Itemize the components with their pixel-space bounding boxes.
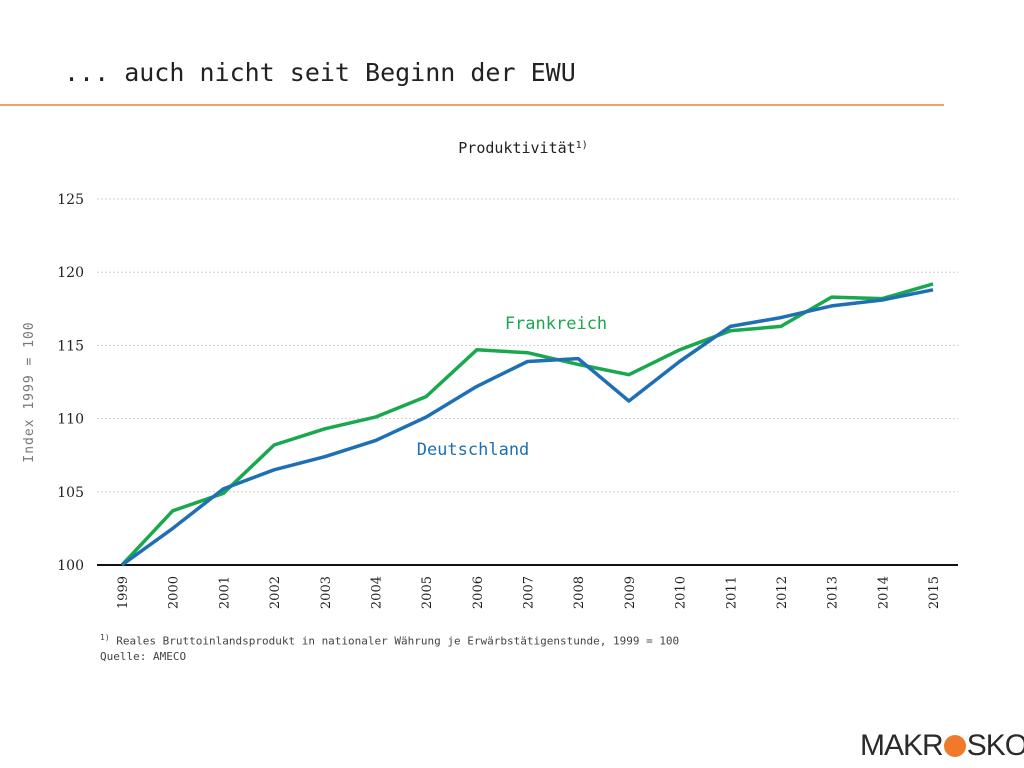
series-line-frankreich [120,282,934,567]
y-tick-labels: 100 105 110 115 120 125 [57,192,84,574]
x-tick-label: 2004 [369,576,384,609]
footnote-definition: 1) Reales Bruttoinlandsprodukt in nation… [100,630,679,649]
y-tick-label: 115 [57,338,84,354]
logo-o-dot [943,735,966,757]
x-tick-label: 2012 [775,576,790,609]
x-tick-label: 2003 [319,576,334,609]
y-tick-label: 105 [57,485,84,501]
x-tick-label: 2015 [927,576,942,609]
x-tick-label: 2008 [572,576,587,609]
grid-layer [97,198,958,566]
series-lines [120,282,934,567]
x-tick-label: 2005 [420,576,435,609]
series-label-frankreich: Frankreich [505,314,607,334]
x-tick-label: 2014 [876,576,891,609]
footnote-source: Quelle: AMECO [100,649,187,663]
x-tick-label: 2001 [217,576,232,609]
y-tick-label: 120 [57,265,84,281]
x-tick-label: 2007 [522,576,537,609]
y-axis-label: Index 1999 = 100 [22,321,37,462]
x-tick-label: 2002 [268,576,283,609]
series-label-deutschland: Deutschland [417,440,530,460]
x-tick-label: 2006 [471,576,486,609]
footnote-marker: 1) [100,633,110,642]
x-tick-label: 2000 [167,576,182,609]
chart-title: Produktivität1) [458,139,587,157]
x-tick-labels: 1999 2000 2001 2002 2003 2004 2005 2006 2007 2008… [116,576,942,609]
x-tick-label: 1999 [116,576,131,609]
x-tick-label: 2011 [724,576,739,609]
x-tick-label: 2010 [674,576,689,609]
slide-title: ... auch nicht seit Beginn der EWU [64,58,576,87]
makroskop-logo: MAKRSKOP [860,729,1024,762]
x-tick-label: 2009 [623,576,638,609]
y-tick-label: 125 [57,192,84,208]
title-divider [0,104,944,106]
y-tick-label: 110 [57,412,84,428]
footnote: 1) Reales Bruttoinlandsprodukt in nation… [100,630,679,664]
y-tick-label: 100 [57,558,84,574]
footnote-text: Reales Bruttoinlandsprodukt in nationale… [109,634,680,648]
x-tick-label: 2013 [826,576,841,609]
series-line-deutschland [120,288,934,567]
